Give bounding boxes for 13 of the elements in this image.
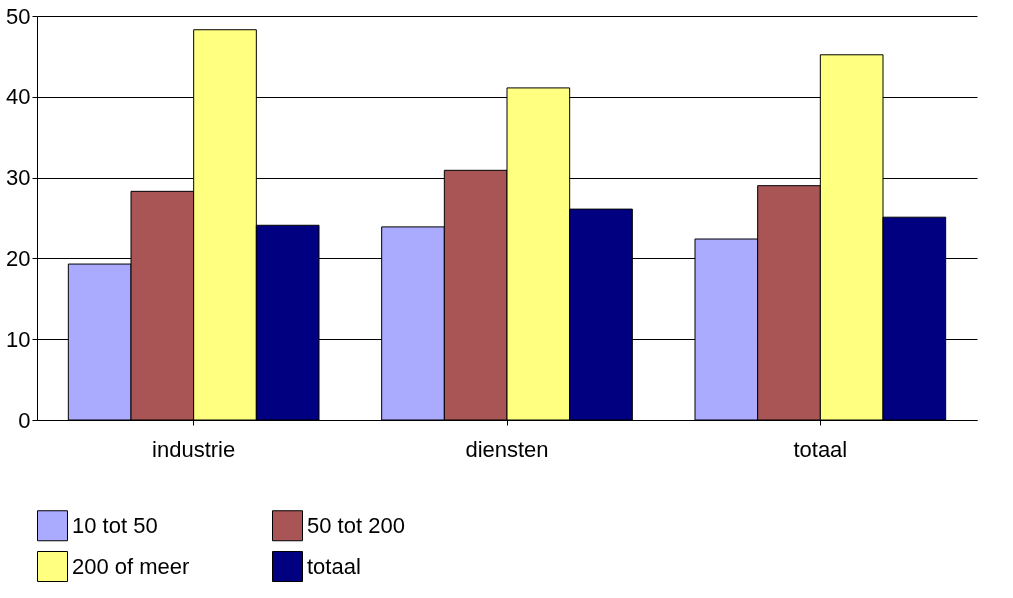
y-tick-label: 20 (6, 245, 31, 271)
x-tick-label: industrie (152, 436, 236, 462)
legend-label: totaal (307, 553, 361, 579)
y-tick-label: 50 (6, 3, 31, 29)
y-tick-label: 40 (6, 84, 31, 110)
legend-label: 200 of meer (72, 553, 190, 579)
x-tick-label: diensten (465, 436, 549, 462)
y-tick-label: 0 (18, 407, 31, 433)
y-tick-label: 30 (6, 165, 31, 191)
legend-label: 50 tot 200 (307, 512, 405, 538)
y-tick-label: 10 (6, 326, 31, 352)
x-tick-label: totaal (793, 436, 848, 462)
legend-label: 10 tot 50 (72, 512, 158, 538)
